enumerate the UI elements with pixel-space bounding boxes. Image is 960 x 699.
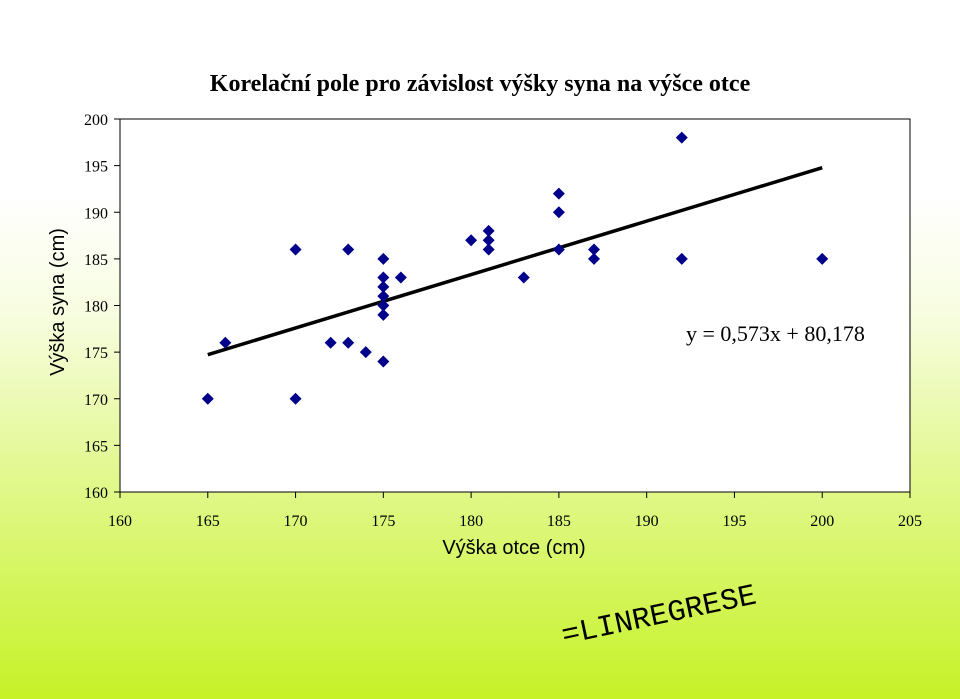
data-point <box>482 224 495 237</box>
y-tick-label: 180 <box>84 299 108 316</box>
x-tick-label: 195 <box>722 513 746 530</box>
plot-area <box>119 118 911 493</box>
trendline-equation: y = 0,573x + 80,178 <box>686 321 865 346</box>
y-tick-label: 195 <box>84 159 108 176</box>
x-tick-label: 180 <box>459 513 483 530</box>
x-tick-label: 185 <box>547 513 571 530</box>
data-point <box>394 271 407 284</box>
y-tick-label: 165 <box>84 438 108 455</box>
data-point <box>377 252 390 265</box>
data-point <box>289 243 302 256</box>
data-point <box>201 392 214 405</box>
data-point <box>588 252 600 265</box>
trendline-group <box>207 166 823 357</box>
data-point <box>377 280 390 293</box>
data-point <box>588 243 600 256</box>
data-point <box>552 187 565 200</box>
y-axis: 160 165 170 175 180 185 190 195 200 <box>84 112 120 502</box>
data-point <box>675 252 688 265</box>
data-point <box>377 355 390 368</box>
y-tick-label: 200 <box>84 112 108 129</box>
data-point <box>482 243 495 256</box>
data-points <box>201 131 829 405</box>
data-point <box>517 271 530 284</box>
x-tick-label: 175 <box>371 513 395 530</box>
y-axis-label: Výška syna (cm) <box>47 228 69 376</box>
chart-title: Korelační pole pro závislost výšky syna … <box>210 71 751 97</box>
data-point <box>324 336 337 349</box>
x-tick-label: 170 <box>284 513 308 530</box>
data-point <box>816 252 829 265</box>
x-tick-label: 205 <box>898 513 922 530</box>
x-tick-label: 200 <box>810 513 834 530</box>
data-point <box>377 271 390 284</box>
data-point <box>342 336 355 349</box>
trendline <box>207 166 823 357</box>
y-tick-label: 160 <box>84 485 108 502</box>
data-point <box>359 346 372 359</box>
data-point <box>289 392 302 405</box>
data-point <box>219 336 232 349</box>
data-point <box>377 290 390 303</box>
data-point <box>377 308 390 321</box>
data-point <box>552 243 565 256</box>
data-point <box>552 206 565 219</box>
y-tick-label: 170 <box>84 392 108 409</box>
data-point <box>465 234 478 247</box>
x-axis-label: Výška otce (cm) <box>442 537 585 559</box>
data-point <box>675 131 688 144</box>
data-point <box>482 234 495 247</box>
x-tick-label: 190 <box>635 513 659 530</box>
x-axis: 160 165 170 175 180 185 190 195 200 205 <box>108 492 922 530</box>
data-point <box>377 299 390 312</box>
y-tick-label: 175 <box>84 345 108 362</box>
data-point <box>342 243 355 256</box>
y-tick-label: 185 <box>84 252 108 269</box>
y-tick-label: 190 <box>84 205 108 222</box>
x-tick-label: 160 <box>108 513 132 530</box>
x-tick-label: 165 <box>196 513 220 530</box>
